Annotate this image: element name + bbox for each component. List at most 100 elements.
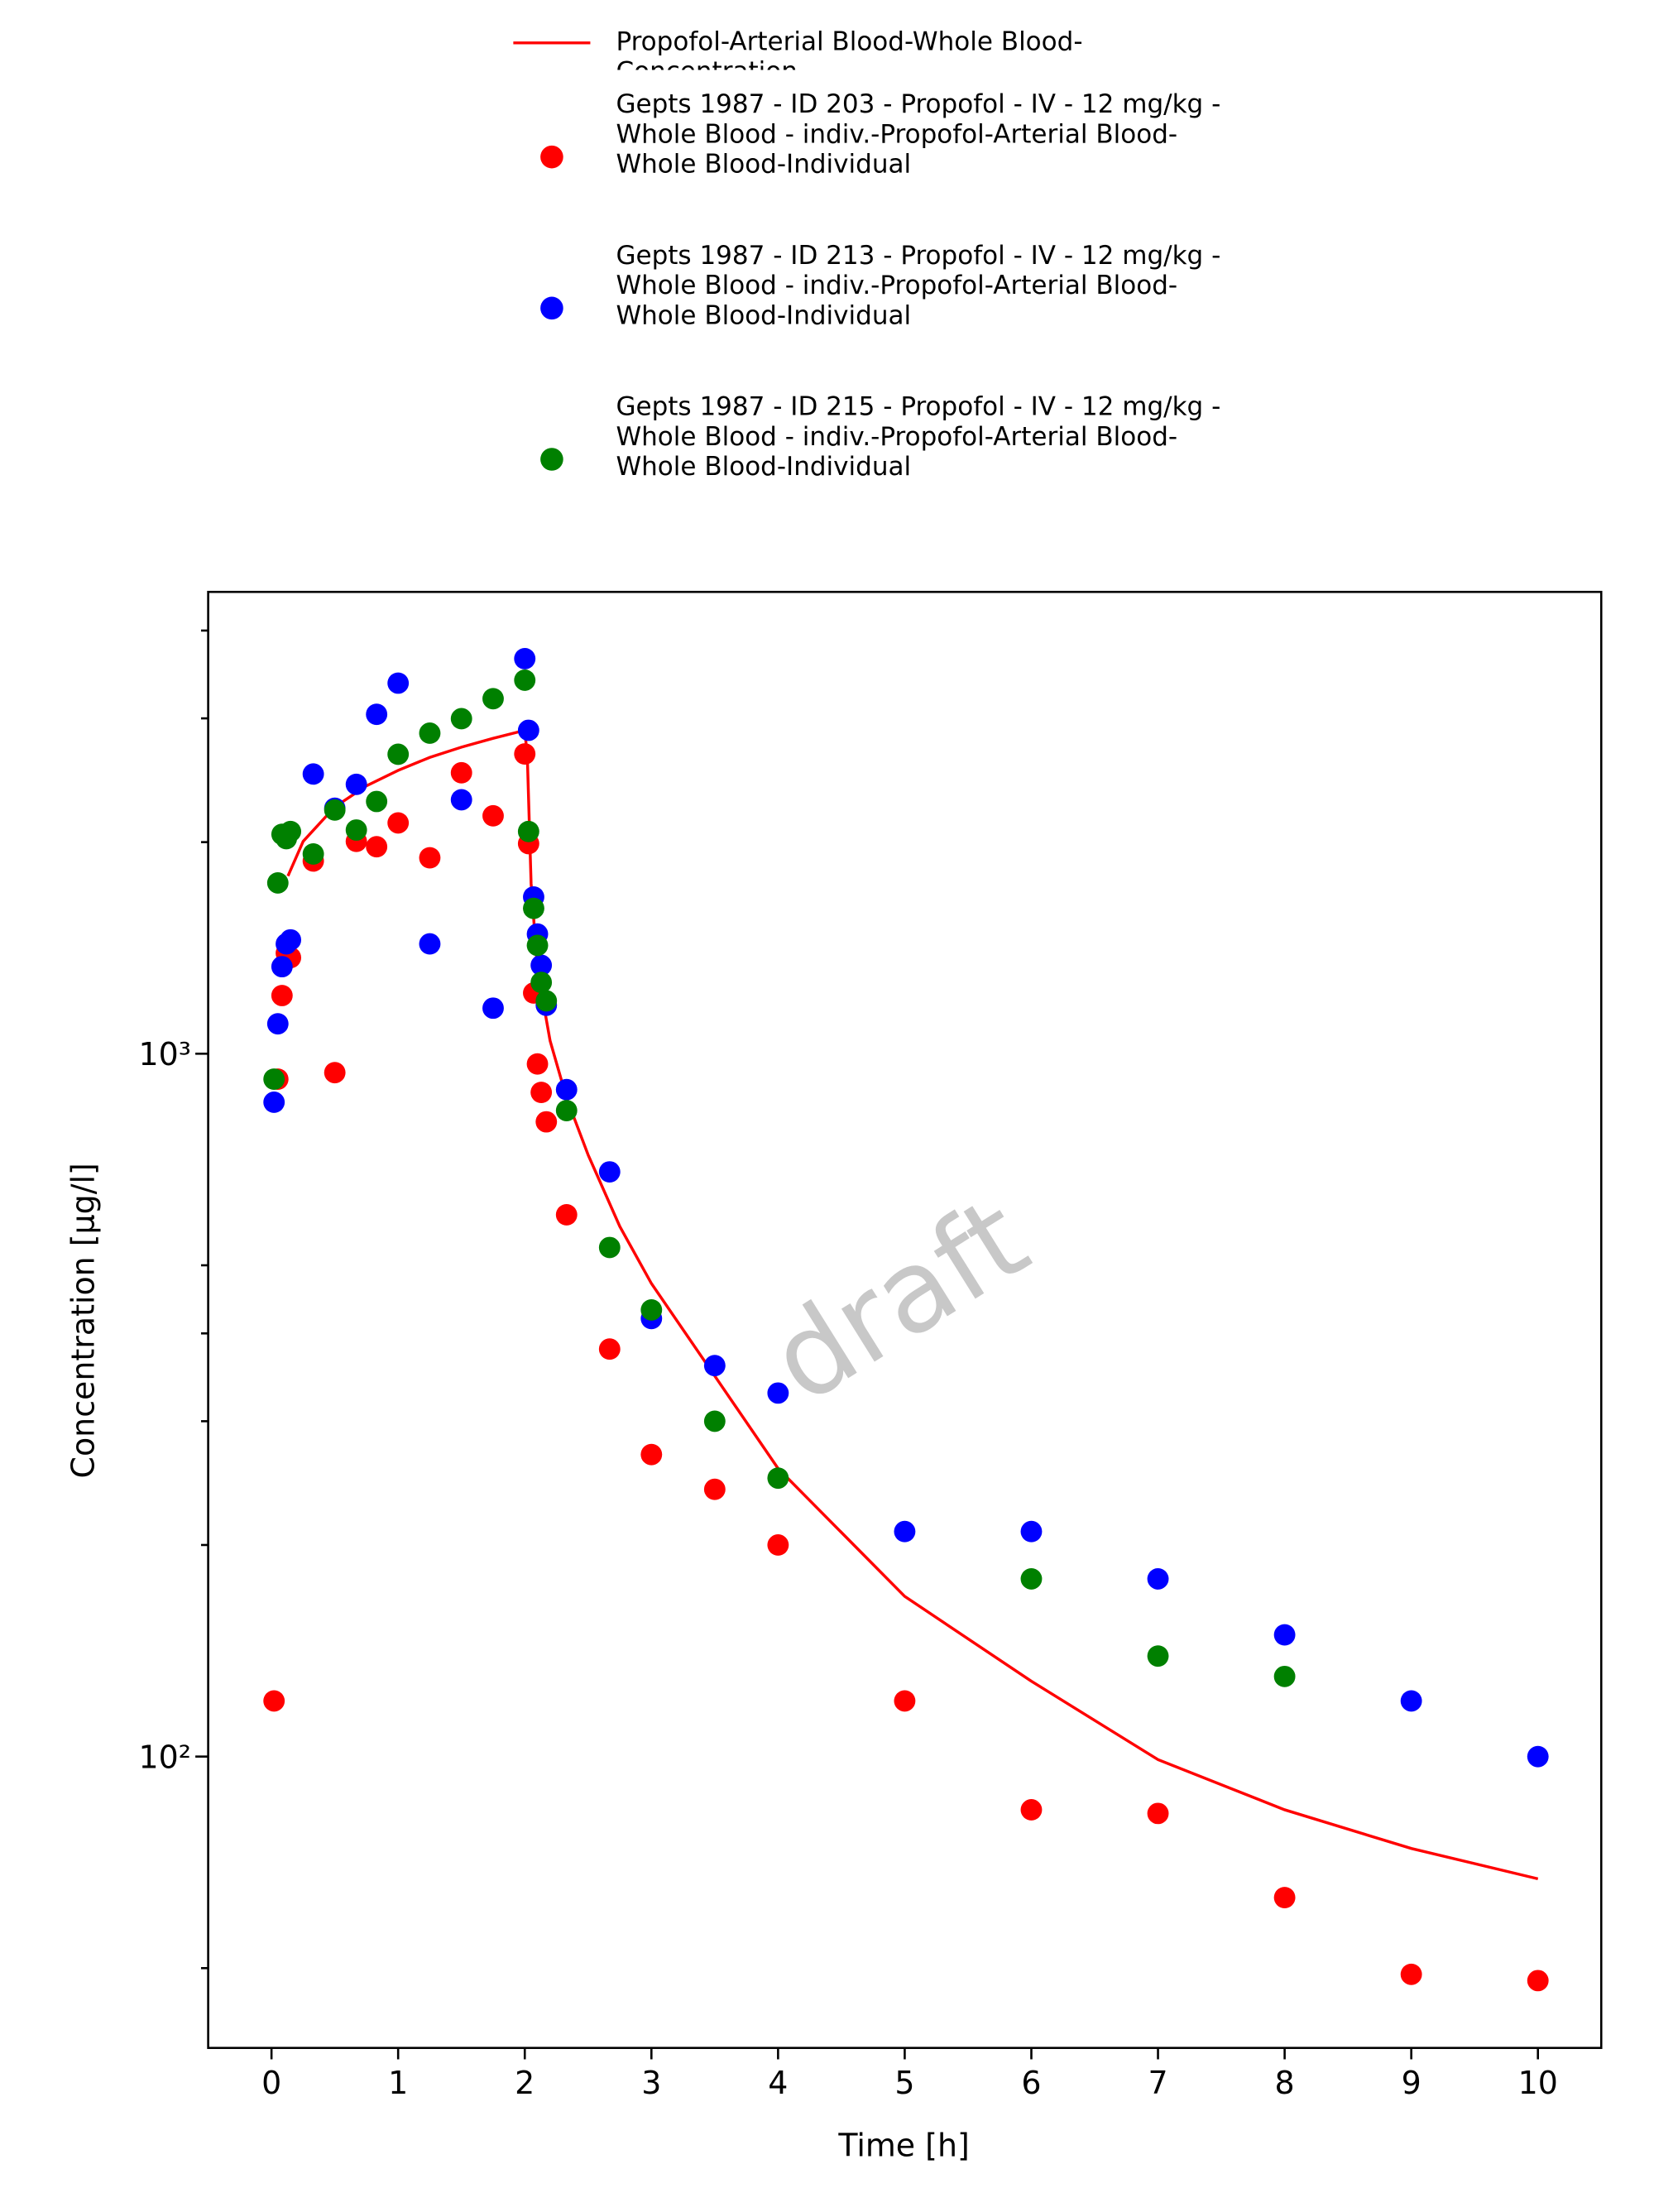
x-tick-label: 4 (768, 2065, 788, 2101)
x-tick-label: 3 (641, 2065, 661, 2101)
data-point (263, 1068, 285, 1090)
data-point (263, 1092, 285, 1113)
data-point (1273, 1624, 1296, 1646)
data-point (482, 997, 504, 1020)
y-tick-label: 10² (138, 1739, 190, 1775)
x-tick-label: 5 (894, 2065, 914, 2101)
data-point (387, 672, 410, 694)
data-point (514, 669, 536, 691)
x-axis-label: Time [h] (837, 2128, 969, 2164)
x-tick-label: 1 (388, 2065, 408, 2101)
data-point (514, 743, 536, 765)
data-point (640, 1298, 663, 1321)
data-point (1020, 1520, 1043, 1543)
data-point (1273, 1887, 1296, 1908)
data-point (526, 1053, 549, 1075)
legend-entry: Gepts 1987 - ID 215 - Propofol - IV - 12… (616, 392, 1221, 482)
data-point (345, 819, 367, 841)
legend-entry: Gepts 1987 - ID 203 - Propofol - IV - 12… (616, 89, 1221, 180)
data-point (555, 1204, 578, 1226)
data-point (894, 1690, 916, 1712)
data-point (517, 719, 539, 741)
data-point (555, 1078, 578, 1101)
data-point (1020, 1799, 1043, 1821)
x-tick-label: 2 (515, 2065, 535, 2101)
data-point (767, 1534, 789, 1556)
x-tick-label: 8 (1275, 2065, 1295, 2101)
x-tick-label: 0 (261, 2065, 281, 2101)
data-point (387, 812, 410, 834)
data-point (530, 1082, 553, 1103)
data-point (514, 648, 536, 669)
data-point (482, 688, 504, 710)
data-point (366, 836, 388, 858)
data-point (1400, 1690, 1422, 1712)
data-point (324, 799, 346, 821)
x-tick-label: 10 (1518, 2065, 1558, 2101)
data-point (767, 1467, 789, 1490)
data-point (345, 773, 367, 795)
data-point (280, 820, 302, 842)
data-point (703, 1410, 726, 1432)
data-point (1527, 1970, 1549, 1992)
data-point (703, 1478, 726, 1500)
data-point (640, 1443, 663, 1466)
y-tick-label: 10³ (138, 1036, 190, 1072)
data-point (280, 928, 302, 951)
data-point (526, 934, 549, 957)
data-point (450, 708, 472, 730)
data-point (523, 897, 544, 919)
data-point (517, 820, 539, 842)
legend-marker (540, 448, 563, 471)
data-point (894, 1520, 916, 1543)
data-point (1527, 1745, 1549, 1768)
data-point (366, 790, 388, 813)
data-point (419, 847, 441, 869)
data-point (535, 990, 558, 1012)
data-point (530, 972, 553, 994)
data-point (703, 1355, 726, 1377)
data-point (419, 933, 441, 955)
legend-label: Gepts 1987 - ID 215 - Propofol - IV - 12… (616, 392, 1221, 482)
data-point (1147, 1802, 1169, 1825)
data-point (366, 703, 388, 726)
data-point (767, 1382, 789, 1404)
watermark: draft (748, 1172, 1049, 1429)
data-point (530, 954, 553, 976)
legend-label: Gepts 1987 - ID 213 - Propofol - IV - 12… (616, 241, 1221, 331)
data-point (598, 1338, 621, 1360)
data-point (555, 1100, 578, 1121)
data-point (450, 789, 472, 811)
data-point (419, 722, 441, 744)
data-point (302, 763, 324, 785)
data-point (1147, 1645, 1169, 1667)
data-point (482, 804, 504, 827)
data-point (271, 956, 293, 978)
legend-marker (540, 296, 563, 320)
x-tick-label: 9 (1402, 2065, 1421, 2101)
data-point (1400, 1963, 1422, 1985)
data-point (535, 1111, 558, 1133)
x-tick-label: 6 (1021, 2065, 1041, 2101)
data-point (266, 1013, 289, 1035)
y-axis-label: Concentration [µg/l] (65, 1163, 102, 1478)
data-point (450, 761, 472, 784)
data-point (1273, 1665, 1296, 1687)
data-point (598, 1236, 621, 1259)
data-point (271, 985, 293, 1006)
data-point (387, 743, 410, 765)
legend-label: Propofol-Arterial Blood-Whole Blood-Conc… (616, 26, 1083, 70)
legend-marker (540, 145, 563, 169)
data-point (598, 1161, 621, 1183)
legend-entry: Propofol-Arterial Blood-Whole Blood-Conc… (616, 26, 1083, 70)
legend-entry: Gepts 1987 - ID 213 - Propofol - IV - 12… (616, 241, 1221, 331)
legend-label: Gepts 1987 - ID 203 - Propofol - IV - 12… (616, 89, 1221, 180)
curve (286, 728, 1539, 1881)
data-point (1147, 1567, 1169, 1590)
data-point (263, 1690, 285, 1712)
data-point (1020, 1567, 1043, 1590)
x-tick-label: 7 (1148, 2065, 1167, 2101)
data-point (324, 1062, 346, 1084)
data-point (302, 843, 324, 865)
